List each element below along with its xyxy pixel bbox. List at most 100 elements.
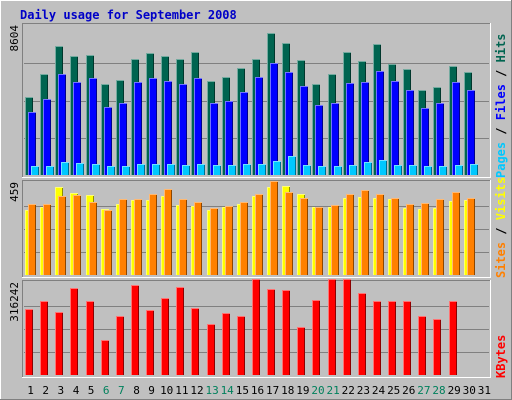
bar <box>346 83 354 175</box>
bar <box>391 198 399 275</box>
bar <box>92 164 100 175</box>
x-tick-label: 27 <box>417 384 430 397</box>
bar <box>394 165 402 175</box>
bar <box>207 324 215 375</box>
bar <box>240 92 248 175</box>
bar <box>122 166 130 175</box>
x-tick-label: 4 <box>73 384 80 397</box>
bar <box>131 285 139 375</box>
bar <box>288 156 296 175</box>
bar <box>119 103 127 175</box>
side-legend: Sites / Visits <box>494 177 508 278</box>
bar <box>213 165 221 175</box>
bar <box>406 90 414 175</box>
bar <box>255 77 263 175</box>
chart-panels: 8604 Pages / Files / Hits 459 Sites / Visit… <box>8 23 508 378</box>
x-tick-label: 5 <box>88 384 95 397</box>
bar <box>270 181 278 275</box>
bar <box>179 199 187 275</box>
y-max-label: 8604 <box>8 25 21 52</box>
x-tick-label: 24 <box>372 384 386 397</box>
bar <box>391 81 399 175</box>
bar <box>76 163 84 175</box>
bar <box>361 82 369 175</box>
bar <box>73 195 81 275</box>
bar <box>61 162 69 175</box>
bar <box>25 309 33 375</box>
bar <box>439 166 447 175</box>
bar <box>361 190 369 275</box>
bar <box>149 78 157 175</box>
x-tick-label: 12 <box>190 384 203 397</box>
bar <box>418 316 426 375</box>
legend-series-2: Files <box>494 84 508 120</box>
bar <box>58 196 66 275</box>
legend-series-1: / <box>494 120 508 142</box>
x-tick-label: 8 <box>133 384 140 397</box>
bar <box>379 160 387 175</box>
bar <box>388 301 396 375</box>
bar <box>318 166 326 175</box>
x-tick-label: 23 <box>357 384 370 397</box>
bar <box>346 194 354 275</box>
bar <box>303 165 311 175</box>
bar <box>300 198 308 275</box>
bar <box>164 81 172 175</box>
bar <box>119 199 127 275</box>
y-max-label: 316242 <box>8 282 21 322</box>
series-files <box>28 63 475 175</box>
bar <box>116 316 124 375</box>
bar <box>403 301 411 375</box>
x-tick-label: 13 <box>205 384 218 397</box>
bar <box>228 165 236 175</box>
x-tick-label: 25 <box>387 384 400 397</box>
x-tick-label: 30 <box>463 384 476 397</box>
bar <box>331 205 339 275</box>
series-pages <box>31 156 478 175</box>
x-tick-label: 14 <box>221 384 235 397</box>
side-legend: KBytes <box>494 335 508 378</box>
bar <box>285 192 293 275</box>
x-tick-label: 6 <box>103 384 110 397</box>
bar <box>176 287 184 375</box>
bar <box>373 301 381 375</box>
x-tick-label: 17 <box>266 384 279 397</box>
x-axis-ticks: 1 2 3 4 5 6 7 8 9 10 11 12 13 14 15 16 17 18 19 20 21 22 23 24 2… <box>27 384 491 397</box>
legend-series-3: / <box>494 62 508 84</box>
x-tick-label: 26 <box>402 384 415 397</box>
bar <box>315 105 323 175</box>
bar <box>240 202 248 275</box>
x-tick-label: 16 <box>251 384 264 397</box>
bar <box>89 202 97 275</box>
bar <box>46 166 54 175</box>
bar <box>467 90 475 175</box>
x-tick-label: 9 <box>148 384 155 397</box>
bar <box>182 165 190 175</box>
bar <box>107 166 115 175</box>
x-tick-label: 20 <box>311 384 324 397</box>
x-tick-label: 3 <box>57 384 64 397</box>
bar <box>252 279 260 375</box>
bar <box>237 316 245 375</box>
bar <box>421 203 429 275</box>
bar <box>210 103 218 175</box>
bar <box>376 71 384 175</box>
bar <box>255 194 263 275</box>
bar <box>167 164 175 175</box>
bar <box>436 103 444 175</box>
bar <box>134 199 142 275</box>
bar <box>270 63 278 175</box>
bar <box>421 108 429 175</box>
x-tick-label: 18 <box>281 384 294 397</box>
bar <box>273 161 281 175</box>
y-max-label: 459 <box>8 182 21 202</box>
bar <box>40 301 48 375</box>
bar <box>194 202 202 275</box>
bar <box>28 204 36 275</box>
bar <box>86 301 94 375</box>
x-tick-label: 31 <box>478 384 491 397</box>
bar <box>467 198 475 275</box>
bar <box>225 101 233 175</box>
bar <box>315 207 323 275</box>
series-kbytes <box>25 279 457 375</box>
